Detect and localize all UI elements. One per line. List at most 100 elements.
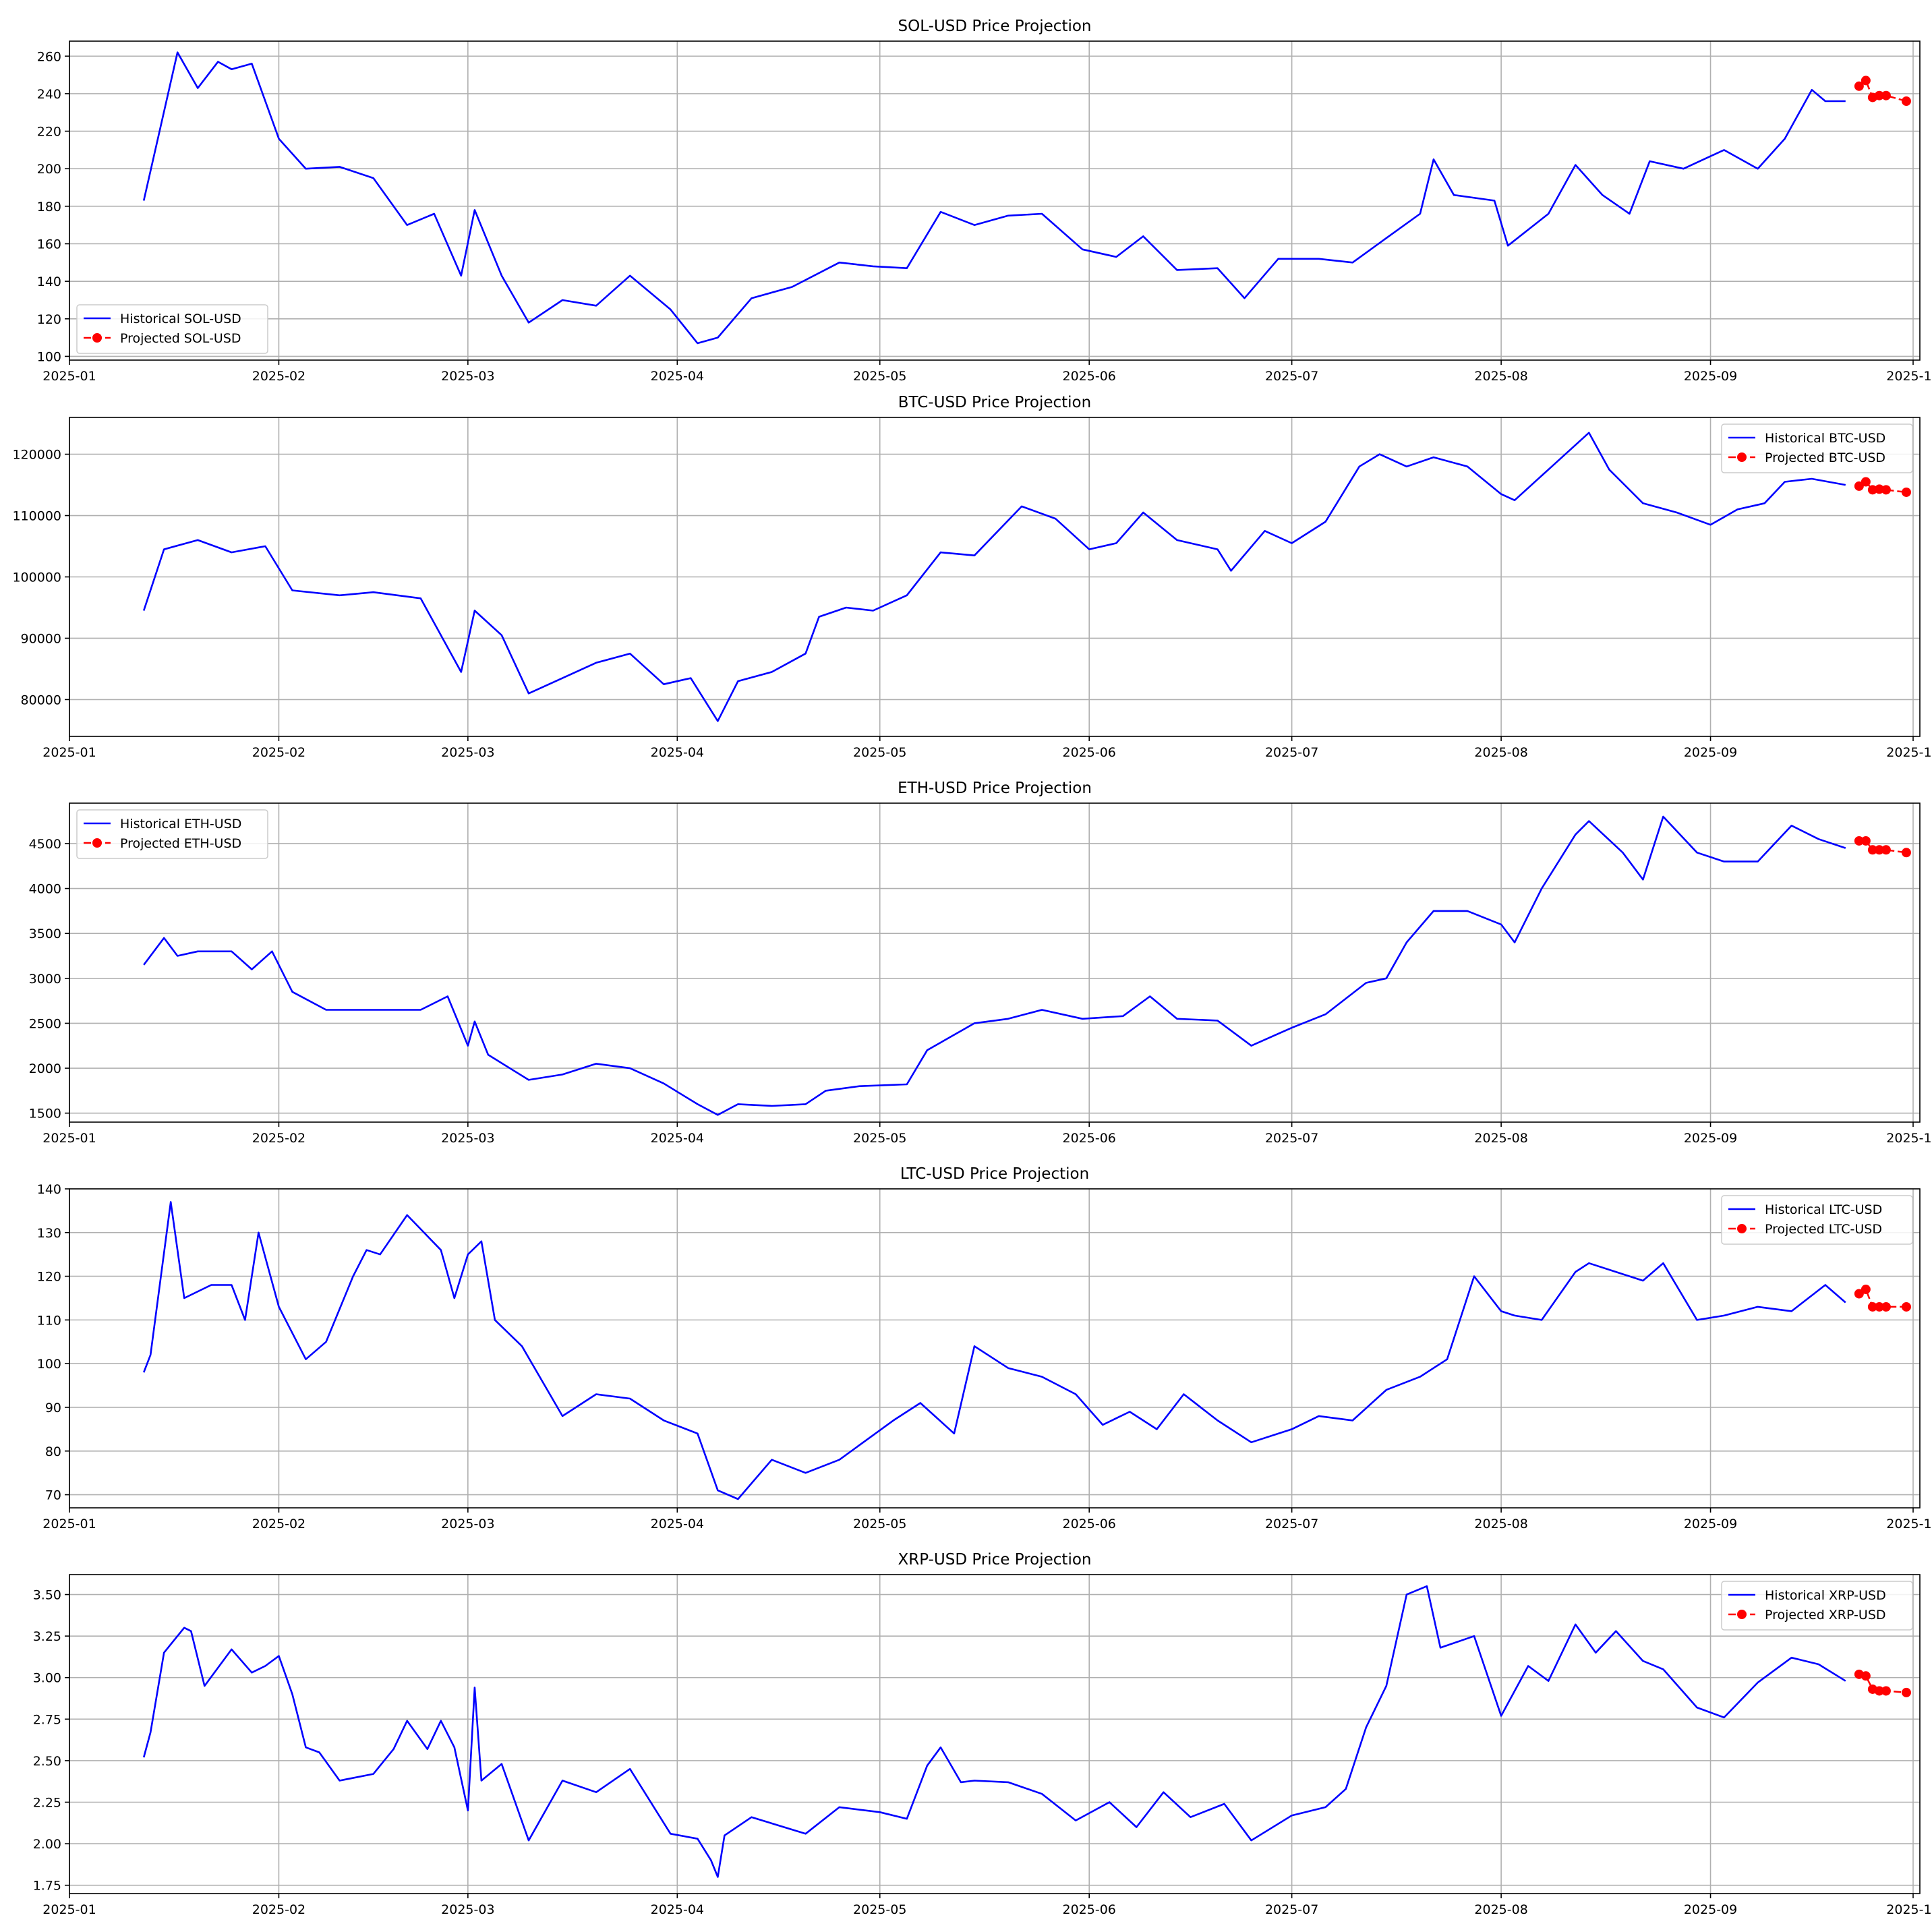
series-point [1854, 1289, 1864, 1299]
series-line-0 [143, 815, 1846, 1116]
y-tick-label: 2000 [29, 1061, 61, 1076]
y-tick-label: 120 [37, 312, 61, 327]
y-tick-label: 1500 [29, 1107, 61, 1121]
x-tick-label: 2025-10 [1886, 1902, 1932, 1917]
x-tick-label: 2025-09 [1684, 1902, 1737, 1917]
x-tick-label: 2025-07 [1265, 745, 1318, 760]
x-tick-label: 2025-04 [651, 745, 704, 760]
x-tick-label: 2025-03 [441, 1131, 494, 1146]
chart-title: BTC-USD Price Projection [898, 394, 1091, 411]
x-tick-label: 2025-06 [1063, 1131, 1116, 1146]
y-tick-label: 3.25 [33, 1629, 61, 1644]
x-tick-label: 2025-06 [1063, 1517, 1116, 1531]
series-point [1854, 481, 1864, 491]
x-tick-label: 2025-07 [1265, 369, 1318, 384]
legend-box [76, 809, 268, 859]
series-point [1874, 1301, 1884, 1312]
legend: Historical XRP-USD Projected XRP-USD [1721, 1581, 1913, 1631]
legend-label: Historical SOL-USD [120, 312, 241, 326]
x-tick-label: 2025-05 [853, 1902, 906, 1917]
legend-label: Projected LTC-USD [1765, 1222, 1882, 1237]
y-tick-label: 70 [45, 1488, 61, 1503]
x-tick-label: 2025-03 [441, 745, 494, 760]
series-point [1881, 90, 1891, 100]
x-tick-label: 2025-02 [252, 1902, 305, 1917]
legend-marker [1737, 452, 1747, 462]
chart-title: LTC-USD Price Projection [900, 1165, 1089, 1183]
series-point [1861, 1285, 1871, 1295]
y-tick-label: 120000 [12, 448, 61, 463]
series-line-0 [142, 432, 1846, 722]
x-tick-label: 2025-07 [1265, 1131, 1318, 1146]
legend-label: Projected XRP-USD [1765, 1608, 1886, 1622]
legend-box [1721, 423, 1913, 473]
series-line-0 [142, 1201, 1846, 1500]
y-tick-label: 3500 [29, 927, 61, 941]
legend-box [1721, 1195, 1913, 1245]
x-tick-label: 2025-05 [853, 369, 906, 384]
axes-frame [69, 802, 1921, 1123]
x-tick-label: 2025-02 [252, 1517, 305, 1531]
series-point [1901, 96, 1911, 107]
legend: Historical SOL-USD Projected SOL-USD [76, 304, 268, 354]
y-tick-label: 110000 [12, 509, 61, 524]
legend-box [76, 304, 268, 354]
x-tick-label: 2025-02 [252, 369, 305, 384]
chart-panel-1: BTC-USD Price Projection 2025-01 2025-02 20… [12, 394, 1932, 760]
chart-panel-2: ETH-USD Price Projection 2025-01 2025-02 20… [29, 780, 1932, 1146]
y-tick-label: 90 [45, 1401, 61, 1415]
series-point [1874, 484, 1884, 494]
chart-title: SOL-USD Price Projection [898, 18, 1091, 35]
legend-marker [92, 838, 102, 848]
x-tick-label: 2025-03 [441, 369, 494, 384]
series-point [1861, 836, 1871, 846]
series-point [1901, 1687, 1911, 1697]
legend-marker [1737, 1224, 1747, 1233]
series-point [1901, 848, 1911, 858]
x-tick-label: 2025-01 [42, 1902, 96, 1917]
y-tick-label: 2500 [29, 1016, 61, 1031]
x-tick-label: 2025-02 [252, 1131, 305, 1146]
legend-label: Historical BTC-USD [1765, 431, 1885, 446]
legend-label: Projected ETH-USD [120, 836, 241, 851]
legend-label: Projected BTC-USD [1765, 450, 1885, 465]
x-tick-label: 2025-04 [651, 369, 704, 384]
x-tick-label: 2025-10 [1886, 1131, 1932, 1146]
series-point [1881, 485, 1891, 495]
y-tick-label: 100000 [12, 570, 61, 585]
axes-frame [69, 1188, 1921, 1509]
x-tick-label: 2025-01 [42, 1131, 96, 1146]
series-point [1881, 845, 1891, 855]
legend-label: Historical XRP-USD [1765, 1588, 1886, 1603]
y-tick-label: 80000 [21, 693, 61, 707]
y-tick-label: 2.50 [33, 1754, 61, 1769]
x-tick-label: 2025-10 [1886, 745, 1932, 760]
series-point [1901, 487, 1911, 497]
x-tick-label: 2025-03 [441, 1902, 494, 1917]
x-tick-label: 2025-10 [1886, 1517, 1932, 1531]
series-line-0 [142, 1585, 1846, 1878]
series-point [1867, 1301, 1877, 1312]
y-tick-label: 90000 [21, 631, 61, 646]
series-point [1854, 81, 1864, 91]
x-tick-label: 2025-07 [1265, 1517, 1318, 1531]
series-point [1854, 836, 1864, 846]
legend: Historical LTC-USD Projected LTC-USD [1721, 1195, 1913, 1245]
x-tick-label: 2025-10 [1886, 369, 1932, 384]
x-tick-label: 2025-07 [1265, 1902, 1318, 1917]
series-point [1867, 485, 1877, 495]
series-point [1861, 477, 1871, 487]
x-tick-label: 2025-08 [1474, 1517, 1527, 1531]
y-tick-label: 140 [37, 1182, 61, 1197]
legend-marker [1737, 1610, 1747, 1619]
y-tick-label: 2.75 [33, 1712, 61, 1727]
series-point [1861, 1671, 1871, 1681]
y-tick-label: 100 [37, 1357, 61, 1372]
legend-label: Historical ETH-USD [120, 817, 241, 831]
y-tick-label: 3000 [29, 972, 61, 987]
x-tick-label: 2025-09 [1684, 1131, 1737, 1146]
x-tick-label: 2025-05 [853, 1517, 906, 1531]
legend-label: Historical LTC-USD [1765, 1202, 1882, 1217]
chart-title: XRP-USD Price Projection [898, 1551, 1091, 1569]
y-tick-label: 4500 [29, 837, 61, 852]
